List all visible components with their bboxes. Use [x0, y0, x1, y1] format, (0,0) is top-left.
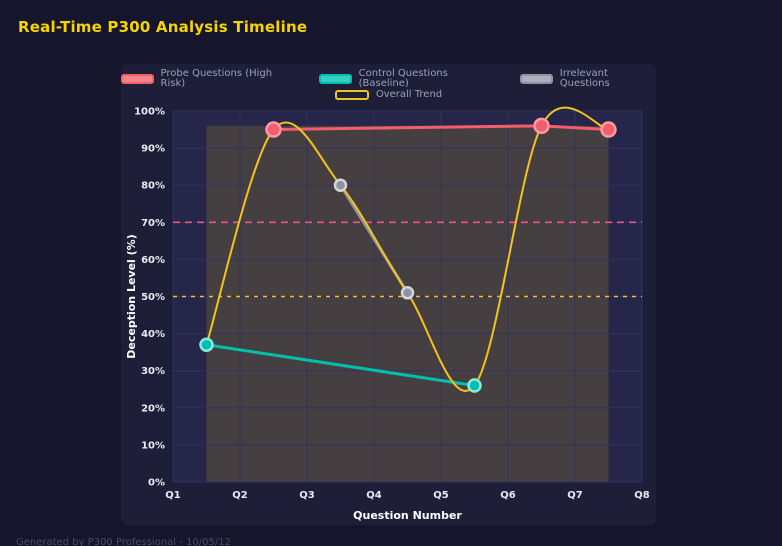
legend-label: Control Questions (Baseline) — [358, 68, 448, 89]
svg-text:10%: 10% — [141, 440, 165, 451]
chart-card: Probe Questions (High Risk) Control Quest… — [121, 64, 656, 525]
irrelevant-questions-point[interactable] — [333, 178, 348, 192]
svg-text:Q6: Q6 — [500, 490, 516, 501]
legend-item-irrelevant-questions[interactable]: Irrelevant Questions — [520, 69, 656, 89]
irrelevant-questions-point[interactable] — [400, 286, 415, 300]
svg-text:60%: 60% — [141, 255, 165, 266]
probe-questions-high-risk-point[interactable] — [600, 121, 617, 138]
probe-questions-high-risk-point[interactable] — [533, 117, 550, 135]
legend-item-probe-questions-high-risk[interactable]: Probe Questions (High Risk) — [121, 69, 293, 89]
control-questions-baseline-point[interactable] — [467, 378, 482, 393]
page-title: Real-Time P300 Analysis Timeline — [18, 18, 308, 36]
svg-text:90%: 90% — [141, 144, 165, 155]
svg-text:100%: 100% — [134, 107, 165, 118]
legend-swatch-probe-questions-high-risk — [121, 74, 154, 84]
chart-legend: Probe Questions (High Risk) Control Quest… — [121, 64, 656, 103]
legend-label: Overall Trend — [375, 89, 443, 100]
svg-text:Q2: Q2 — [232, 490, 248, 501]
legend-item-overall-trend[interactable]: Overall Trend — [334, 89, 443, 100]
legend-label: Probe Questions (High Risk) — [160, 68, 273, 89]
svg-text:30%: 30% — [141, 366, 165, 377]
legend-label: Irrelevant Questions — [559, 68, 610, 89]
footer-note: Generated by P300 Professional - 10/05/1… — [16, 537, 231, 546]
svg-text:Q8: Q8 — [634, 490, 650, 501]
legend-row-2: Overall Trend — [121, 87, 656, 103]
svg-text:Q5: Q5 — [433, 490, 449, 501]
legend-swatch-irrelevant-questions — [520, 74, 553, 84]
svg-text:70%: 70% — [141, 218, 165, 229]
svg-text:Q7: Q7 — [567, 490, 583, 501]
timeline-chart: Q1 Q2 Q3 Q4 Q5 Q6 Q7 Q8 0% 10% 20% 30% 40% 50% 60% 70% 8… — [125, 107, 650, 523]
analysis-window-band — [206, 125, 609, 482]
x-axis-title: Question Number — [353, 509, 462, 522]
svg-text:40%: 40% — [141, 329, 165, 340]
svg-text:Q1: Q1 — [165, 490, 181, 501]
control-questions-baseline-point[interactable] — [199, 337, 214, 352]
svg-text:50%: 50% — [141, 292, 165, 303]
legend-swatch-overall-trend — [334, 90, 369, 100]
legend-swatch-control-questions-baseline — [319, 74, 352, 84]
legend-row-1: Probe Questions (High Risk) Control Quest… — [121, 69, 656, 89]
svg-text:80%: 80% — [141, 181, 165, 192]
control-questions-baseline-line — [205, 343, 476, 388]
svg-text:20%: 20% — [141, 403, 165, 414]
legend-item-control-questions-baseline[interactable]: Control Questions (Baseline) — [319, 69, 494, 89]
axis-ticks: Q1 Q2 Q3 Q4 Q5 Q6 Q7 Q8 0% 10% 20% 30% 40% 50% 60% 70% 8… — [134, 107, 650, 502]
svg-text:Q3: Q3 — [299, 490, 315, 501]
svg-text:0%: 0% — [148, 478, 165, 489]
probe-questions-high-risk-point[interactable] — [265, 121, 282, 138]
y-axis-title: Deception Level (%) — [125, 234, 138, 358]
svg-text:Q4: Q4 — [366, 490, 382, 501]
